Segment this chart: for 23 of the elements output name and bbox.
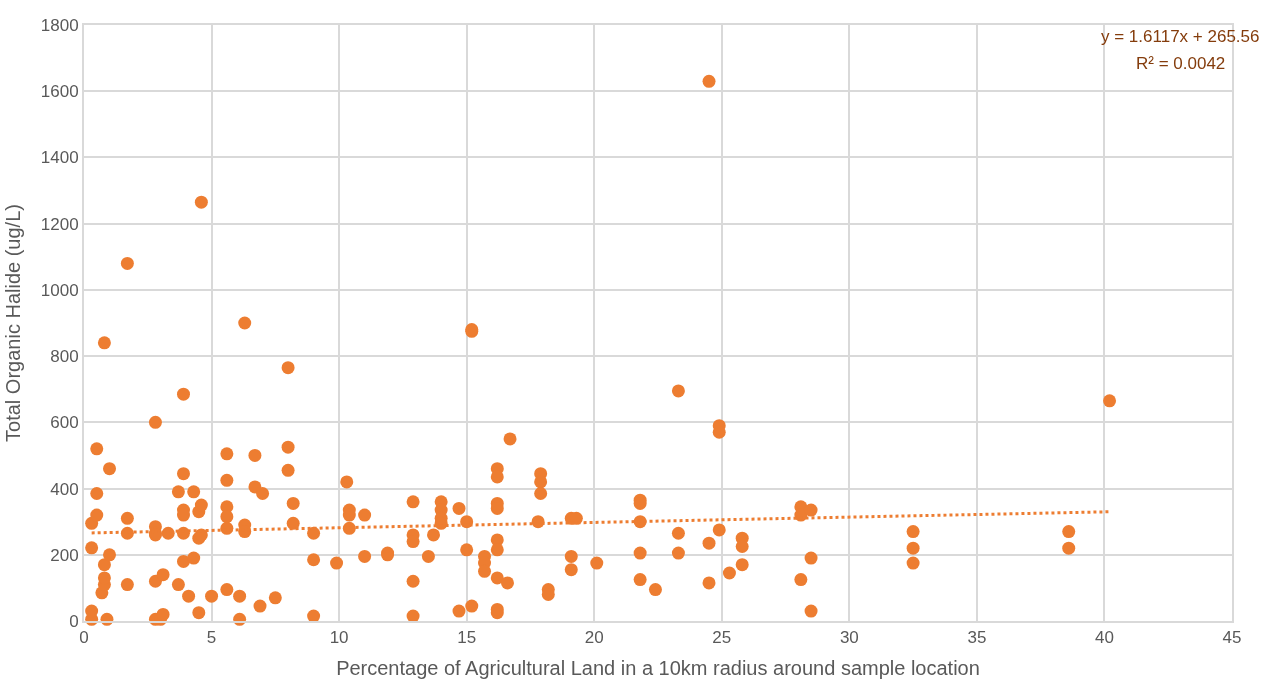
x-tick-label: 40	[1094, 628, 1114, 648]
y-axis-title: Total Organic Halide (ug/L)	[1, 204, 24, 442]
x-tick-label: 30	[839, 628, 859, 648]
x-tick-label: 10	[329, 628, 349, 648]
x-tick-label: 20	[584, 628, 604, 648]
y-tick-label: 1400	[40, 148, 79, 168]
y-tick-label: 1000	[40, 280, 79, 300]
x-tick-label: 45	[1222, 628, 1242, 648]
y-tick-label: 600	[50, 413, 79, 433]
x-tick-label: 25	[712, 628, 732, 648]
y-tick-label: 200	[50, 545, 79, 565]
y-tick-label: 1800	[40, 15, 79, 35]
y-tick-label: 0	[69, 611, 79, 631]
y-tick-label: 400	[50, 479, 79, 499]
annotation: y = 1.6117x + 265.56	[1101, 27, 1260, 46]
x-axis-title: Percentage of Agricultural Land in a 10km radius around sample location	[336, 657, 980, 680]
x-tick-label: 15	[457, 628, 477, 648]
y-tick-label: 1600	[40, 82, 79, 102]
x-tick-label: 35	[967, 628, 987, 648]
y-tick-label: 800	[50, 347, 79, 367]
y-tick-label: 1200	[40, 214, 79, 234]
x-tick-label: 5	[206, 628, 217, 648]
annotation: R² = 0.0042	[1136, 54, 1226, 73]
